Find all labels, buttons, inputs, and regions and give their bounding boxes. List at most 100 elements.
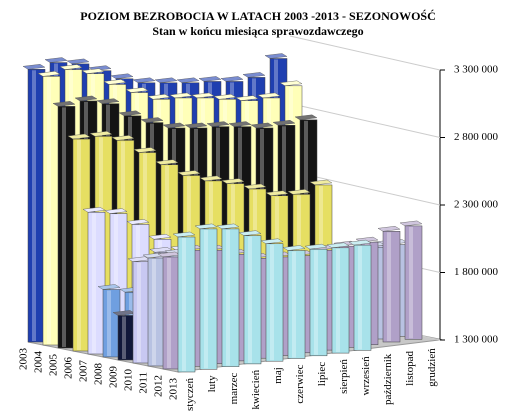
bar-top [287, 189, 311, 195]
bar-top [176, 77, 200, 84]
x-tick-label: listopad [404, 351, 416, 386]
x-tick-label: marzec [228, 372, 240, 404]
bar-top [97, 284, 121, 290]
bar-shine [204, 229, 208, 369]
y-tick-label: 1 800 000 [454, 266, 499, 278]
bar-shine [314, 250, 318, 355]
bar-top [104, 208, 128, 214]
bar-top [348, 239, 372, 246]
x-tick-label: grudzień [426, 348, 438, 387]
x-tick-label: maj [272, 367, 284, 384]
bar-shine [152, 259, 156, 365]
bar-top [148, 234, 172, 240]
bar [404, 225, 423, 340]
bar-top [377, 226, 401, 232]
bar [87, 212, 106, 355]
bar-top [22, 64, 46, 70]
x-tick-label: luty [206, 375, 218, 393]
bar-top [265, 190, 289, 196]
bar-top [282, 245, 306, 251]
bar [265, 243, 284, 362]
bar [353, 244, 372, 351]
bar-shine [32, 70, 36, 342]
bar-shine [358, 246, 362, 350]
bar [199, 228, 218, 370]
legend-label: 2003 [18, 348, 30, 371]
bar [57, 106, 76, 349]
bar-shine [387, 232, 391, 341]
bar-top [59, 64, 83, 70]
legend-label: 2011 [138, 372, 150, 394]
bar-top [111, 135, 135, 141]
bar-shine [270, 244, 274, 361]
y-tick-label: 2 300 000 [454, 199, 499, 211]
bar [117, 315, 136, 361]
bar-top [272, 120, 296, 126]
bar-shine [114, 214, 118, 351]
bar [287, 250, 306, 359]
bar-top [220, 76, 244, 82]
grid-line [289, 103, 441, 138]
bar-shine [122, 316, 126, 359]
legend-label: 2013 [168, 378, 180, 401]
bar-top [279, 80, 303, 87]
x-tick-label: kwiecień [250, 369, 262, 409]
y-tick-label: 2 800 000 [454, 131, 499, 143]
bar-top [89, 131, 113, 137]
bar-top [81, 68, 105, 74]
chart-title: POZIOM BEZROBOCIA W LATACH 2003 -2013 - … [80, 9, 436, 23]
bar-top [294, 114, 318, 121]
bar-shine [226, 229, 230, 366]
bar-shine [409, 226, 413, 339]
bar-top [177, 170, 201, 176]
bar-top [127, 256, 151, 262]
bar-top [326, 242, 350, 249]
bar-top [110, 73, 134, 79]
bar-shine [248, 236, 252, 363]
bar-top [140, 117, 164, 123]
bar [309, 248, 328, 357]
y-tick-label: 1 300 000 [454, 334, 499, 346]
legend-label: 2006 [63, 357, 75, 380]
bar [132, 261, 151, 364]
chart-subtitle: Stan w końcu miesiąca sprawozdawczego [152, 24, 363, 38]
bar-top [66, 58, 90, 65]
bar-top [125, 87, 149, 93]
legend-label: 2008 [93, 363, 105, 386]
bar-top [260, 238, 284, 244]
bar-top [169, 92, 193, 99]
bar-top [155, 159, 179, 165]
bar [72, 138, 91, 352]
bar-top [172, 231, 196, 238]
bar-top [250, 122, 274, 129]
bar-top [194, 223, 218, 230]
bar-shine [182, 238, 186, 371]
bar [243, 235, 262, 365]
bar-shine [107, 290, 111, 356]
bar-top [309, 179, 333, 186]
y-tick-label: 3 300 000 [454, 64, 499, 76]
bar-top [82, 207, 106, 213]
bar-shine [167, 257, 171, 368]
legend-label: 2010 [123, 369, 135, 392]
bar-top [221, 178, 245, 184]
x-tick-label: czerwiec [294, 364, 306, 403]
bar-top [126, 219, 150, 225]
x-tick-label: sierpień [338, 359, 350, 394]
x-tick-label: styczeń [184, 378, 196, 411]
bar-top [199, 175, 223, 182]
bar [177, 236, 196, 373]
bar-top [206, 121, 230, 127]
x-tick-label: lipiec [316, 362, 328, 387]
bar-top [52, 101, 76, 107]
bar-top [304, 243, 328, 250]
bar-top [228, 121, 252, 127]
bar-top [264, 53, 288, 59]
bar-top [238, 230, 262, 236]
legend-label: 2007 [78, 360, 90, 383]
bar-top [147, 94, 171, 100]
bar-top [257, 92, 281, 99]
bar-top [103, 79, 127, 85]
bar-top [399, 220, 423, 227]
